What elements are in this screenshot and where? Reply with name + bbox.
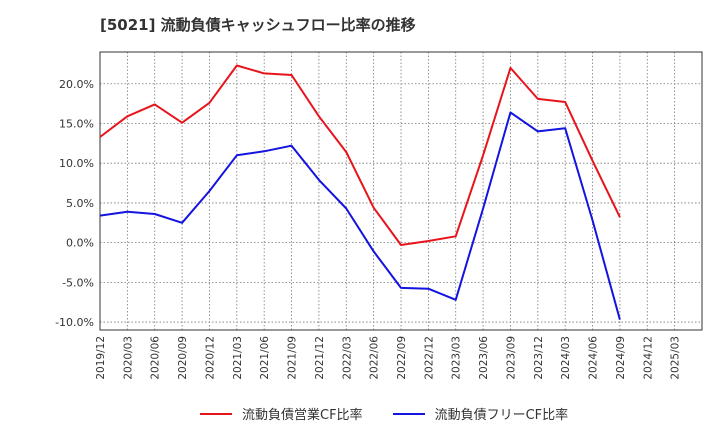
legend-item: 流動負債営業CF比率 [200, 404, 363, 423]
x-tick-label: 2024/12 [642, 336, 654, 380]
grid-layer [100, 52, 702, 330]
x-tick-label: 2024/06 [588, 336, 600, 380]
legend-label: 流動負債営業CF比率 [242, 408, 363, 423]
x-tick-label: 2022/03 [341, 336, 353, 380]
x-tick-label: 2024/03 [560, 336, 572, 380]
y-tick-label: -10.0% [55, 316, 94, 329]
y-tick-label: -5.0% [62, 276, 94, 289]
x-tick-label: 2023/09 [505, 336, 517, 380]
x-tick-label: 2020/12 [204, 336, 216, 380]
x-tick-label: 2021/09 [287, 336, 299, 380]
x-tick-label: 2022/12 [423, 336, 435, 380]
x-tick-label: 2021/12 [314, 336, 326, 380]
y-tick-label: 5.0% [66, 197, 94, 210]
x-tick-label: 2019/12 [95, 336, 107, 380]
y-tick-label: 15.0% [59, 117, 94, 130]
y-tick-label: 20.0% [59, 78, 94, 91]
x-tick-label: 2023/03 [451, 336, 463, 380]
x-tick-label: 2023/12 [533, 336, 545, 380]
plot-area-border [99, 51, 703, 331]
x-tick-label: 2023/06 [478, 336, 490, 380]
x-tick-label: 2020/09 [177, 336, 189, 380]
legend-swatch [392, 412, 425, 415]
x-tick-label: 2024/09 [615, 336, 627, 380]
chart-title: [5021] 流動負債キャッシュフロー比率の推移 [100, 16, 416, 34]
x-tick-label: 2022/06 [369, 336, 381, 380]
series-layer [99, 64, 621, 320]
y-tick-label: 0.0% [66, 237, 94, 250]
x-tick-label: 2021/03 [232, 336, 244, 380]
x-tick-label: 2025/03 [670, 336, 682, 380]
legend: 流動負債営業CF比率 流動負債フリーCF比率 [200, 404, 568, 423]
x-tick-label: 2022/09 [396, 336, 408, 380]
legend-label: 流動負債フリーCF比率 [434, 408, 569, 423]
x-tick-label: 2020/03 [122, 336, 134, 380]
y-tick-label: 10.0% [59, 157, 94, 170]
series-line [99, 111, 621, 320]
x-axis-ticks: 2019/12 2020/03 2020/06 2020/09 2020/12 2021/… [95, 336, 682, 380]
legend-item: 流動負債フリーCF比率 [392, 404, 569, 423]
legend-swatch [200, 412, 232, 415]
y-axis-ticks: -10.0% -5.0% 0.0% 5.0% 10.0% 15.0% 20.0% [55, 78, 94, 329]
x-tick-label: 2021/06 [259, 336, 271, 380]
series-line [99, 64, 621, 246]
x-tick-label: 2020/06 [150, 336, 162, 380]
